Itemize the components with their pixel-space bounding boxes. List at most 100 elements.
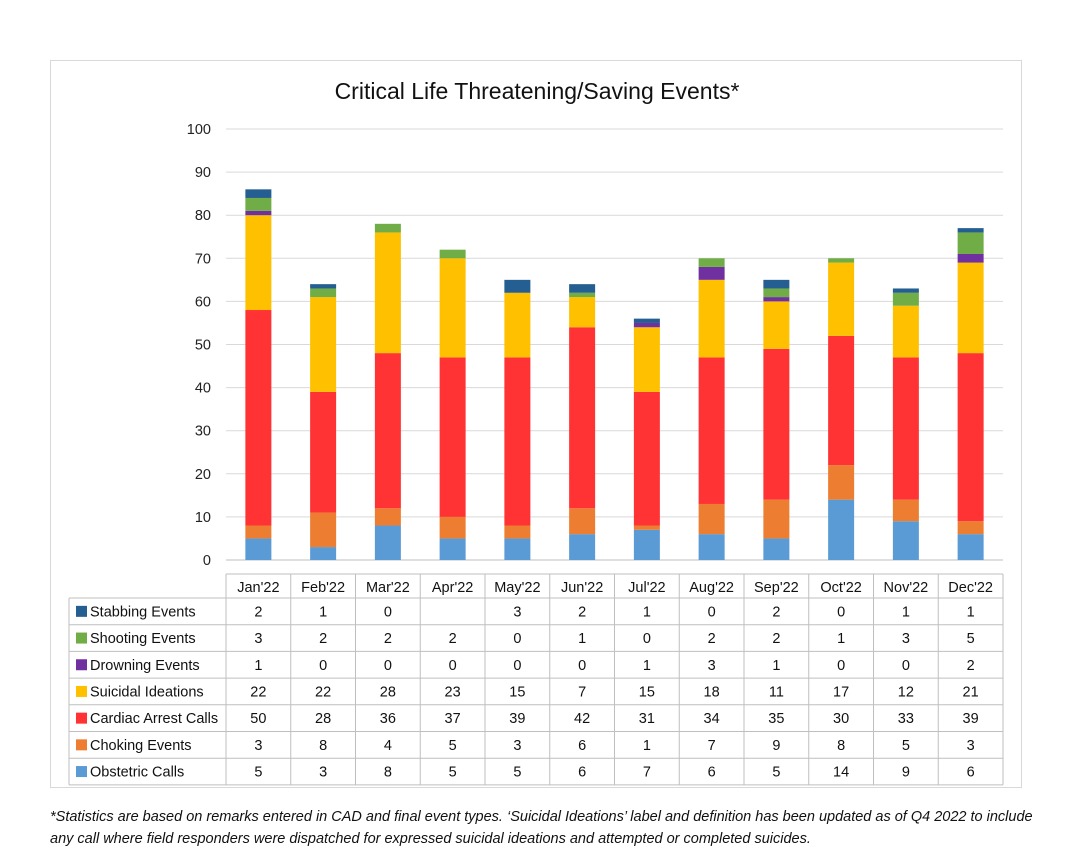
table-cell-value: 0	[319, 658, 327, 674]
y-tick-label: 50	[195, 338, 211, 354]
bar-segment	[569, 297, 596, 328]
bar-segment	[892, 288, 919, 293]
table-cell-value: 37	[445, 711, 461, 727]
bar-segment	[569, 508, 596, 535]
bar-segment	[763, 538, 790, 560]
table-cell-value: 6	[708, 765, 716, 781]
table-cell-value: 5	[513, 765, 521, 781]
bar-segment	[245, 210, 272, 216]
table-cell-value: 36	[380, 711, 396, 727]
table-cell-value: 3	[513, 604, 521, 620]
y-tick-label: 60	[195, 294, 211, 310]
bar-segment	[310, 391, 337, 513]
chart-title: Critical Life Threatening/Saving Events*	[335, 78, 740, 104]
bar-segment	[698, 266, 725, 280]
table-cell-value: 0	[708, 604, 716, 620]
bar-segment	[892, 521, 919, 560]
table-cell-value: 2	[319, 631, 327, 647]
bar-segment	[633, 322, 660, 328]
table-cell-value: 3	[708, 658, 716, 674]
table-cell-value: 2	[449, 631, 457, 647]
table-cell-value: 23	[445, 684, 461, 700]
legend-label: Shooting Events	[90, 631, 196, 647]
bar-segment	[957, 534, 984, 560]
table-cell-value: 3	[513, 738, 521, 754]
y-tick-label: 40	[195, 381, 211, 397]
bar-segment	[374, 223, 401, 233]
table-cell-value: 17	[833, 684, 849, 700]
x-category-label: Oct'22	[820, 580, 861, 596]
bar-segment	[763, 348, 790, 500]
table-cell-value: 5	[449, 765, 457, 781]
table-cell-value: 1	[578, 631, 586, 647]
bar-segment	[698, 357, 725, 504]
bar-segment	[633, 529, 660, 560]
bar-segment	[439, 357, 466, 517]
table-cell-value: 18	[704, 684, 720, 700]
bar-segment	[245, 215, 272, 311]
bar-segment	[245, 525, 272, 539]
x-category-label: Nov'22	[884, 580, 929, 596]
gridlines	[226, 128, 1003, 561]
bar-segment	[245, 197, 272, 211]
bar-segment	[633, 391, 660, 526]
y-tick-label: 10	[195, 510, 211, 526]
table-cell-value: 9	[902, 765, 910, 781]
table-cell-value: 33	[898, 711, 914, 727]
bar-segment	[763, 499, 790, 539]
table-cell-value: 12	[898, 684, 914, 700]
bar-segment	[504, 292, 531, 358]
table-cell-value: 15	[639, 684, 655, 700]
bar-segment	[698, 503, 725, 535]
bar-segment	[569, 327, 596, 509]
table-cell-value: 8	[837, 738, 845, 754]
y-tick-label: 90	[195, 165, 211, 181]
table-cell-value: 0	[902, 658, 910, 674]
bar-segment	[957, 353, 984, 522]
x-category-label: Jan'22	[237, 580, 279, 596]
bar-segment	[374, 353, 401, 509]
table-cell-value: 7	[708, 738, 716, 754]
table-cell-value: 2	[384, 631, 392, 647]
bar-segment	[957, 521, 984, 535]
table-cell-value: 5	[902, 738, 910, 754]
bar-segment	[763, 279, 790, 289]
bar-segment	[504, 279, 531, 293]
table-cell-value: 5	[449, 738, 457, 754]
table-cell-value: 1	[643, 658, 651, 674]
footnote: *Statistics are based on remarks entered…	[50, 809, 1033, 847]
table-cell-value: 0	[384, 604, 392, 620]
table-cell-value: 30	[833, 711, 849, 727]
table-cell-value: 28	[380, 684, 396, 700]
bar-segment	[310, 512, 337, 548]
data-table: Jan'22 Feb'22 Mar'22 Apr'22 May'22 Jun'22 Jul'…	[68, 573, 1004, 786]
table-cell-value: 1	[837, 631, 845, 647]
table-cell-value: 34	[704, 711, 720, 727]
legend-key	[76, 659, 87, 671]
table-cell-value: 50	[250, 711, 266, 727]
bar-segment	[828, 258, 855, 263]
stacked-bar-chart: Critical Life Threatening/Saving Events*…	[68, 78, 1004, 786]
table-cell-value: 0	[837, 658, 845, 674]
bar-segment	[374, 508, 401, 526]
bar-segment	[828, 499, 855, 560]
bar-segment	[569, 292, 596, 298]
table-cell-value: 0	[449, 658, 457, 674]
table-cell-value: 1	[967, 604, 975, 620]
bar-segment	[763, 288, 790, 298]
table-cell-value: 42	[574, 711, 590, 727]
x-category-label: May'22	[494, 580, 540, 596]
table-cell-value: 3	[902, 631, 910, 647]
legend-label: Choking Events	[90, 738, 192, 754]
table-cell-value: 35	[768, 711, 784, 727]
x-category-label: Feb'22	[301, 580, 345, 596]
y-tick-label: 80	[195, 208, 211, 224]
table-cell-value: 8	[384, 765, 392, 781]
bar-segment	[374, 525, 401, 560]
bar-segment	[698, 534, 725, 560]
table-cell-value: 28	[315, 711, 331, 727]
y-tick-label: 0	[203, 553, 211, 569]
table-cell-value: 2	[254, 604, 262, 620]
y-tick-label: 20	[195, 467, 211, 483]
table-cell-value: 1	[254, 658, 262, 674]
